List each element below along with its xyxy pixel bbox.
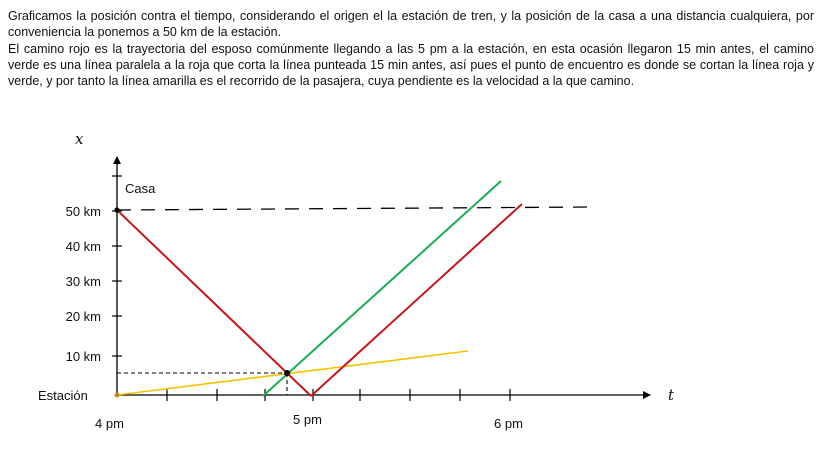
red-path-down — [116, 209, 312, 397]
red-path-up — [310, 203, 523, 397]
y-tick-label: 20 km — [66, 309, 101, 324]
y-axis-label: x — [75, 130, 84, 148]
origin-label: Estación — [38, 388, 88, 403]
y-tick-label: 40 km — [66, 239, 101, 254]
y-tick-labels: 50 km 40 km 30 km 20 km 10 km — [66, 204, 101, 364]
x-tick-label: 4 pm — [95, 416, 124, 431]
x-tick-marks — [166, 389, 511, 401]
x-tick-labels: 4 pm 5 pm 6 pm — [95, 412, 523, 431]
paragraph-2: El camino rojo es la trayectoria del esp… — [8, 41, 814, 89]
y-tick-label: 10 km — [66, 349, 101, 364]
x-tick-label: 5 pm — [293, 412, 322, 427]
origin-point — [114, 392, 120, 398]
start-point-home — [114, 207, 120, 213]
yellow-path — [116, 350, 469, 396]
meeting-point — [284, 370, 290, 376]
x-tick-label: 6 pm — [494, 416, 523, 431]
x-axis-label: t — [668, 386, 675, 404]
paragraph-1: Graficamos la posición contra el tiempo,… — [8, 9, 814, 40]
casa-label: Casa — [125, 181, 156, 196]
explanation-text: Graficamos la posición contra el tiempo,… — [8, 8, 814, 89]
green-path — [262, 180, 502, 397]
home-level-dashed-line — [116, 206, 593, 211]
y-tick-label: 30 km — [66, 274, 101, 289]
y-tick-label: 50 km — [66, 204, 101, 219]
